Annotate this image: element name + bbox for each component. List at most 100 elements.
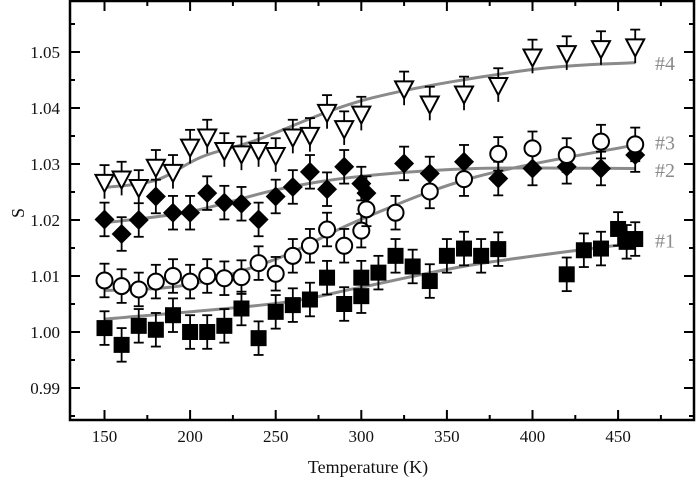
- square-marker: [438, 247, 455, 264]
- data-point: [146, 263, 165, 300]
- data-point: [180, 195, 201, 231]
- data-point: [95, 262, 114, 299]
- square-marker: [319, 269, 336, 286]
- x-tick-label: 400: [520, 427, 546, 446]
- triangle-marker: [453, 85, 475, 106]
- plot-frame: [68, 0, 696, 422]
- data-point: [265, 178, 286, 215]
- x-tick-label: 450: [605, 427, 631, 446]
- data-point: [283, 238, 302, 274]
- data-point: [590, 30, 612, 65]
- diamond-marker: [522, 158, 543, 179]
- data-point: [267, 294, 284, 330]
- data-point: [300, 228, 319, 264]
- y-axis-title: S: [8, 208, 28, 218]
- data-point: [317, 171, 338, 207]
- triangle-marker: [590, 40, 612, 61]
- data-point: [453, 75, 475, 111]
- data-point: [473, 238, 490, 274]
- circle-marker: [215, 269, 234, 288]
- data-point: [111, 216, 132, 252]
- square-marker: [182, 324, 199, 340]
- diamond-marker: [231, 193, 252, 214]
- data-point: [558, 256, 575, 293]
- data-point: [319, 259, 336, 296]
- data-point: [299, 117, 321, 152]
- triangle-marker: [265, 147, 287, 168]
- data-point: [162, 154, 184, 189]
- data-point: [199, 314, 216, 350]
- data-point: [626, 126, 645, 163]
- data-point: [96, 310, 113, 346]
- triangle-marker: [247, 142, 270, 163]
- data-point: [233, 290, 250, 327]
- square-marker: [147, 321, 164, 338]
- data-point: [490, 231, 507, 267]
- data-point: [333, 110, 355, 145]
- x-tick-label: 300: [349, 427, 375, 446]
- data-point: [316, 94, 338, 129]
- series-label-3: #3: [655, 133, 675, 155]
- x-tick-label: 250: [263, 427, 289, 446]
- square-marker: [387, 247, 404, 264]
- diamond-marker: [394, 153, 415, 174]
- square-marker: [284, 297, 301, 314]
- triangle-marker: [350, 105, 372, 126]
- circle-marker: [249, 254, 268, 273]
- x-axis-title: Temperature (K): [308, 457, 428, 478]
- diamond-marker: [265, 186, 286, 207]
- data-point: [334, 149, 355, 185]
- diamond-marker: [282, 176, 303, 197]
- data-point: [147, 312, 164, 348]
- data-point: [404, 248, 421, 285]
- circle-marker: [266, 264, 285, 283]
- data-point: [247, 132, 270, 167]
- data-point: [249, 245, 268, 281]
- triangle-marker: [393, 80, 415, 101]
- data-point: [181, 263, 200, 300]
- data-point: [299, 154, 320, 190]
- triangle-marker: [333, 120, 355, 141]
- circle-marker: [95, 271, 114, 290]
- triangle-marker: [145, 158, 167, 179]
- data-point: [230, 135, 253, 171]
- data-point: [489, 136, 508, 172]
- data-point: [265, 137, 287, 172]
- data-point: [357, 191, 376, 228]
- data-point: [182, 314, 199, 350]
- diamond-marker: [214, 192, 235, 213]
- circle-marker: [420, 182, 439, 201]
- y-tick-label: 1.04: [30, 99, 60, 118]
- diamond-marker: [488, 168, 509, 189]
- fit-line-series-4: [104, 61, 636, 190]
- data-point: [94, 201, 115, 238]
- x-tick-label: 200: [177, 427, 203, 446]
- triangle-marker: [230, 145, 253, 166]
- data-point: [113, 327, 130, 363]
- square-marker: [199, 324, 216, 340]
- square-marker: [250, 330, 267, 347]
- data-point: [145, 178, 166, 215]
- circle-marker: [318, 220, 337, 239]
- data-point: [387, 238, 404, 274]
- triangle-marker: [419, 95, 441, 116]
- data-point: [521, 38, 544, 74]
- data-point: [128, 169, 150, 204]
- data-point: [284, 287, 301, 323]
- axis-ticks: 150 200 250 300 350 400 450 0.99 1.00 1.01 1.02 1.0…: [30, 1, 694, 446]
- data-point: [112, 268, 131, 304]
- data-point: [214, 184, 235, 221]
- square-marker: [353, 288, 370, 305]
- data-point: [215, 260, 234, 296]
- data-point: [282, 118, 304, 154]
- data-point: [350, 95, 372, 131]
- circle-marker: [283, 246, 302, 265]
- square-marker: [113, 336, 130, 353]
- data-point: [282, 169, 303, 205]
- square-marker: [456, 240, 473, 257]
- data-point: [335, 228, 354, 264]
- square-marker: [96, 320, 113, 337]
- square-marker: [336, 296, 353, 312]
- data-point: [557, 137, 576, 173]
